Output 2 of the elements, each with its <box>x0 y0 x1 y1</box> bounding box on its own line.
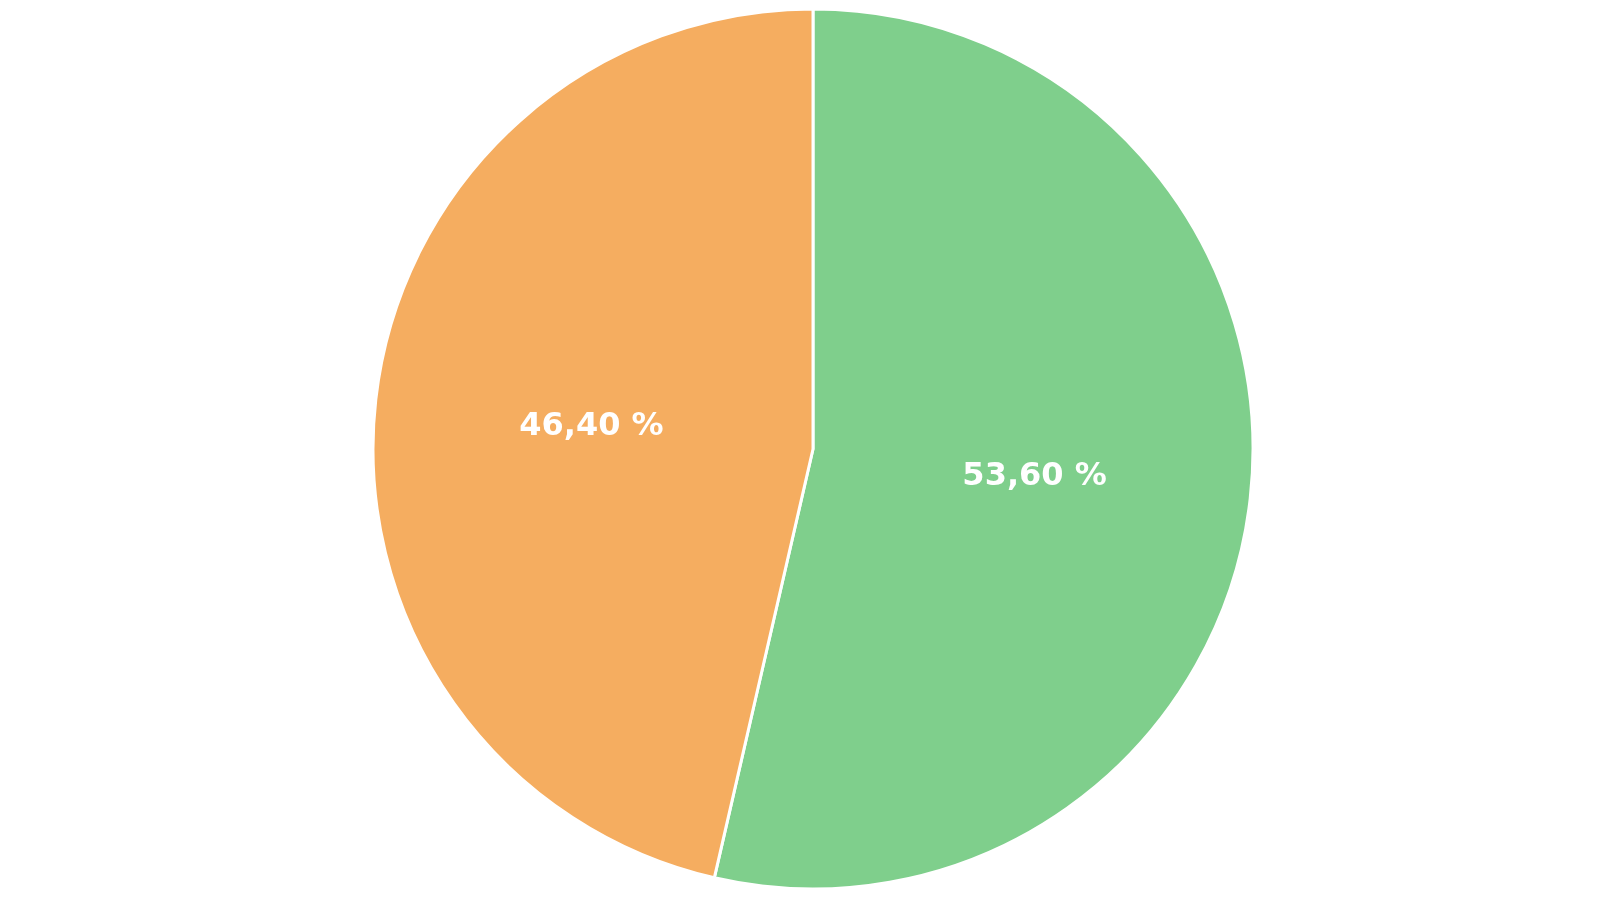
data-label: 53,60 % <box>962 455 1107 494</box>
data-label: 46,40 % <box>519 404 664 443</box>
